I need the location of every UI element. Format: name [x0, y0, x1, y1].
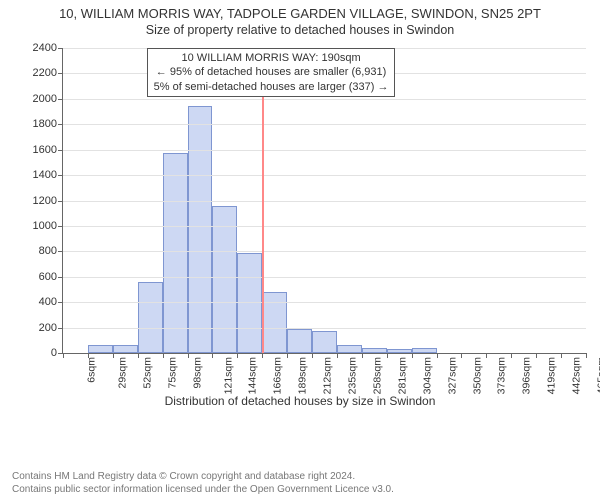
xtick-label: 396sqm	[515, 357, 533, 394]
gridline	[63, 175, 586, 176]
bar	[337, 345, 362, 353]
gridline	[63, 277, 586, 278]
xtick-mark	[437, 353, 438, 358]
footer-line1: Contains HM Land Registry data © Crown c…	[12, 471, 588, 484]
xtick-mark	[63, 353, 64, 358]
xtick-label: 189sqm	[291, 357, 309, 394]
xtick-mark	[88, 353, 89, 358]
xtick-mark	[362, 353, 363, 358]
ytick-label: 1600	[33, 144, 63, 156]
xtick-label: 98sqm	[185, 357, 203, 389]
xtick-label: 121sqm	[216, 357, 234, 394]
attribution-footer: Contains HM Land Registry data © Crown c…	[0, 471, 600, 496]
xtick-mark	[262, 353, 263, 358]
gridline	[63, 124, 586, 125]
info-callout-box: 10 WILLIAM MORRIS WAY: 190sqm← 95% of de…	[147, 48, 396, 97]
ytick-label: 1400	[33, 169, 63, 181]
bar	[138, 282, 163, 353]
xtick-label: 6sqm	[80, 357, 98, 383]
ytick-label: 1000	[33, 220, 63, 232]
chart-title-line2: Size of property relative to detached ho…	[0, 21, 600, 41]
xtick-label: 52sqm	[135, 357, 153, 389]
xtick-label: 29sqm	[110, 357, 128, 389]
xtick-mark	[561, 353, 562, 358]
info-callout-line2: ← 95% of detached houses are smaller (6,…	[154, 65, 389, 79]
bar	[387, 349, 412, 353]
plot-region: 0200400600800100012001400160018002000220…	[62, 48, 586, 354]
xtick-label: 281sqm	[390, 357, 408, 394]
xtick-mark	[138, 353, 139, 358]
xtick-mark	[337, 353, 338, 358]
gridline	[63, 99, 586, 100]
xtick-label: 212sqm	[316, 357, 334, 394]
gridline	[63, 251, 586, 252]
xtick-mark	[287, 353, 288, 358]
bar	[262, 292, 287, 353]
xtick-label: 327sqm	[440, 357, 458, 394]
ytick-label: 0	[51, 347, 63, 359]
xtick-label: 373sqm	[490, 357, 508, 394]
ytick-label: 2000	[33, 93, 63, 105]
xtick-mark	[412, 353, 413, 358]
bar	[312, 331, 337, 353]
xtick-mark	[188, 353, 189, 358]
xtick-mark	[536, 353, 537, 358]
gridline	[63, 328, 586, 329]
xtick-label: 465sqm	[589, 357, 600, 394]
xtick-label: 75sqm	[160, 357, 178, 389]
info-callout-line1: 10 WILLIAM MORRIS WAY: 190sqm	[154, 51, 389, 65]
bar	[287, 329, 312, 353]
gridline	[63, 201, 586, 202]
bar	[362, 348, 387, 353]
xtick-mark	[237, 353, 238, 358]
chart-area: Number of detached properties 0200400600…	[0, 42, 600, 412]
xtick-label: 350sqm	[465, 357, 483, 394]
xtick-mark	[586, 353, 587, 358]
xtick-mark	[163, 353, 164, 358]
ytick-label: 400	[39, 296, 63, 308]
ytick-label: 800	[39, 245, 63, 257]
ytick-label: 600	[39, 271, 63, 283]
xtick-mark	[212, 353, 213, 358]
xtick-mark	[387, 353, 388, 358]
ytick-label: 1200	[33, 195, 63, 207]
bar	[412, 348, 437, 353]
xtick-label: 235sqm	[340, 357, 358, 394]
info-callout-line3: 5% of semi-detached houses are larger (3…	[154, 80, 389, 94]
xtick-label: 419sqm	[540, 357, 558, 394]
bar	[212, 206, 237, 353]
ytick-label: 200	[39, 322, 63, 334]
bar	[188, 106, 213, 353]
xtick-mark	[511, 353, 512, 358]
xtick-mark	[113, 353, 114, 358]
xtick-label: 144sqm	[241, 357, 259, 394]
gridline	[63, 150, 586, 151]
gridline	[63, 226, 586, 227]
bar	[113, 345, 138, 353]
chart-title-line1: 10, WILLIAM MORRIS WAY, TADPOLE GARDEN V…	[0, 0, 600, 21]
xtick-label: 304sqm	[415, 357, 433, 394]
xtick-mark	[312, 353, 313, 358]
bar	[88, 345, 113, 353]
x-axis-label: Distribution of detached houses by size …	[0, 394, 600, 408]
xtick-label: 166sqm	[266, 357, 284, 394]
xtick-mark	[486, 353, 487, 358]
ytick-label: 1800	[33, 118, 63, 130]
ytick-label: 2200	[33, 67, 63, 79]
xtick-label: 258sqm	[365, 357, 383, 394]
bar	[163, 153, 188, 353]
xtick-mark	[461, 353, 462, 358]
footer-line2: Contains public sector information licen…	[12, 484, 588, 497]
xtick-label: 442sqm	[565, 357, 583, 394]
ytick-label: 2400	[33, 42, 63, 54]
gridline	[63, 302, 586, 303]
